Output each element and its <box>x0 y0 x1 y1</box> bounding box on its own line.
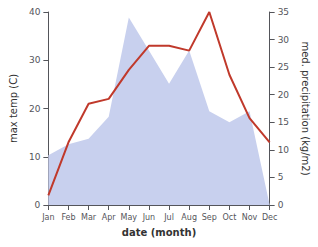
svg-text:30: 30 <box>29 55 41 65</box>
svg-text:30: 30 <box>278 35 290 45</box>
svg-text:20: 20 <box>278 90 290 100</box>
svg-text:Jan: Jan <box>41 213 54 222</box>
svg-text:date (month): date (month) <box>122 227 196 238</box>
svg-text:Sep: Sep <box>202 213 217 222</box>
svg-text:Aug: Aug <box>181 213 197 222</box>
svg-text:Nov: Nov <box>242 213 258 222</box>
svg-text:0: 0 <box>35 200 41 210</box>
svg-text:Jun: Jun <box>142 213 156 222</box>
svg-text:25: 25 <box>278 62 289 72</box>
svg-text:5: 5 <box>278 172 284 182</box>
svg-text:Apr: Apr <box>102 213 117 222</box>
svg-text:10: 10 <box>29 152 41 162</box>
svg-text:10: 10 <box>278 145 290 155</box>
svg-text:Jul: Jul <box>163 213 174 222</box>
svg-text:Mar: Mar <box>81 213 97 222</box>
svg-text:35: 35 <box>278 7 289 17</box>
svg-text:Oct: Oct <box>222 213 236 222</box>
svg-text:20: 20 <box>29 104 41 114</box>
svg-text:May: May <box>121 213 138 222</box>
svg-text:max temp (C): max temp (C) <box>8 74 19 143</box>
svg-text:15: 15 <box>278 117 289 127</box>
svg-text:Feb: Feb <box>61 213 75 222</box>
svg-text:Dec: Dec <box>262 213 277 222</box>
svg-text:med. precipitation (kg/m2): med. precipitation (kg/m2) <box>300 41 311 175</box>
svg-text:40: 40 <box>29 7 41 17</box>
svg-text:0: 0 <box>278 200 284 210</box>
